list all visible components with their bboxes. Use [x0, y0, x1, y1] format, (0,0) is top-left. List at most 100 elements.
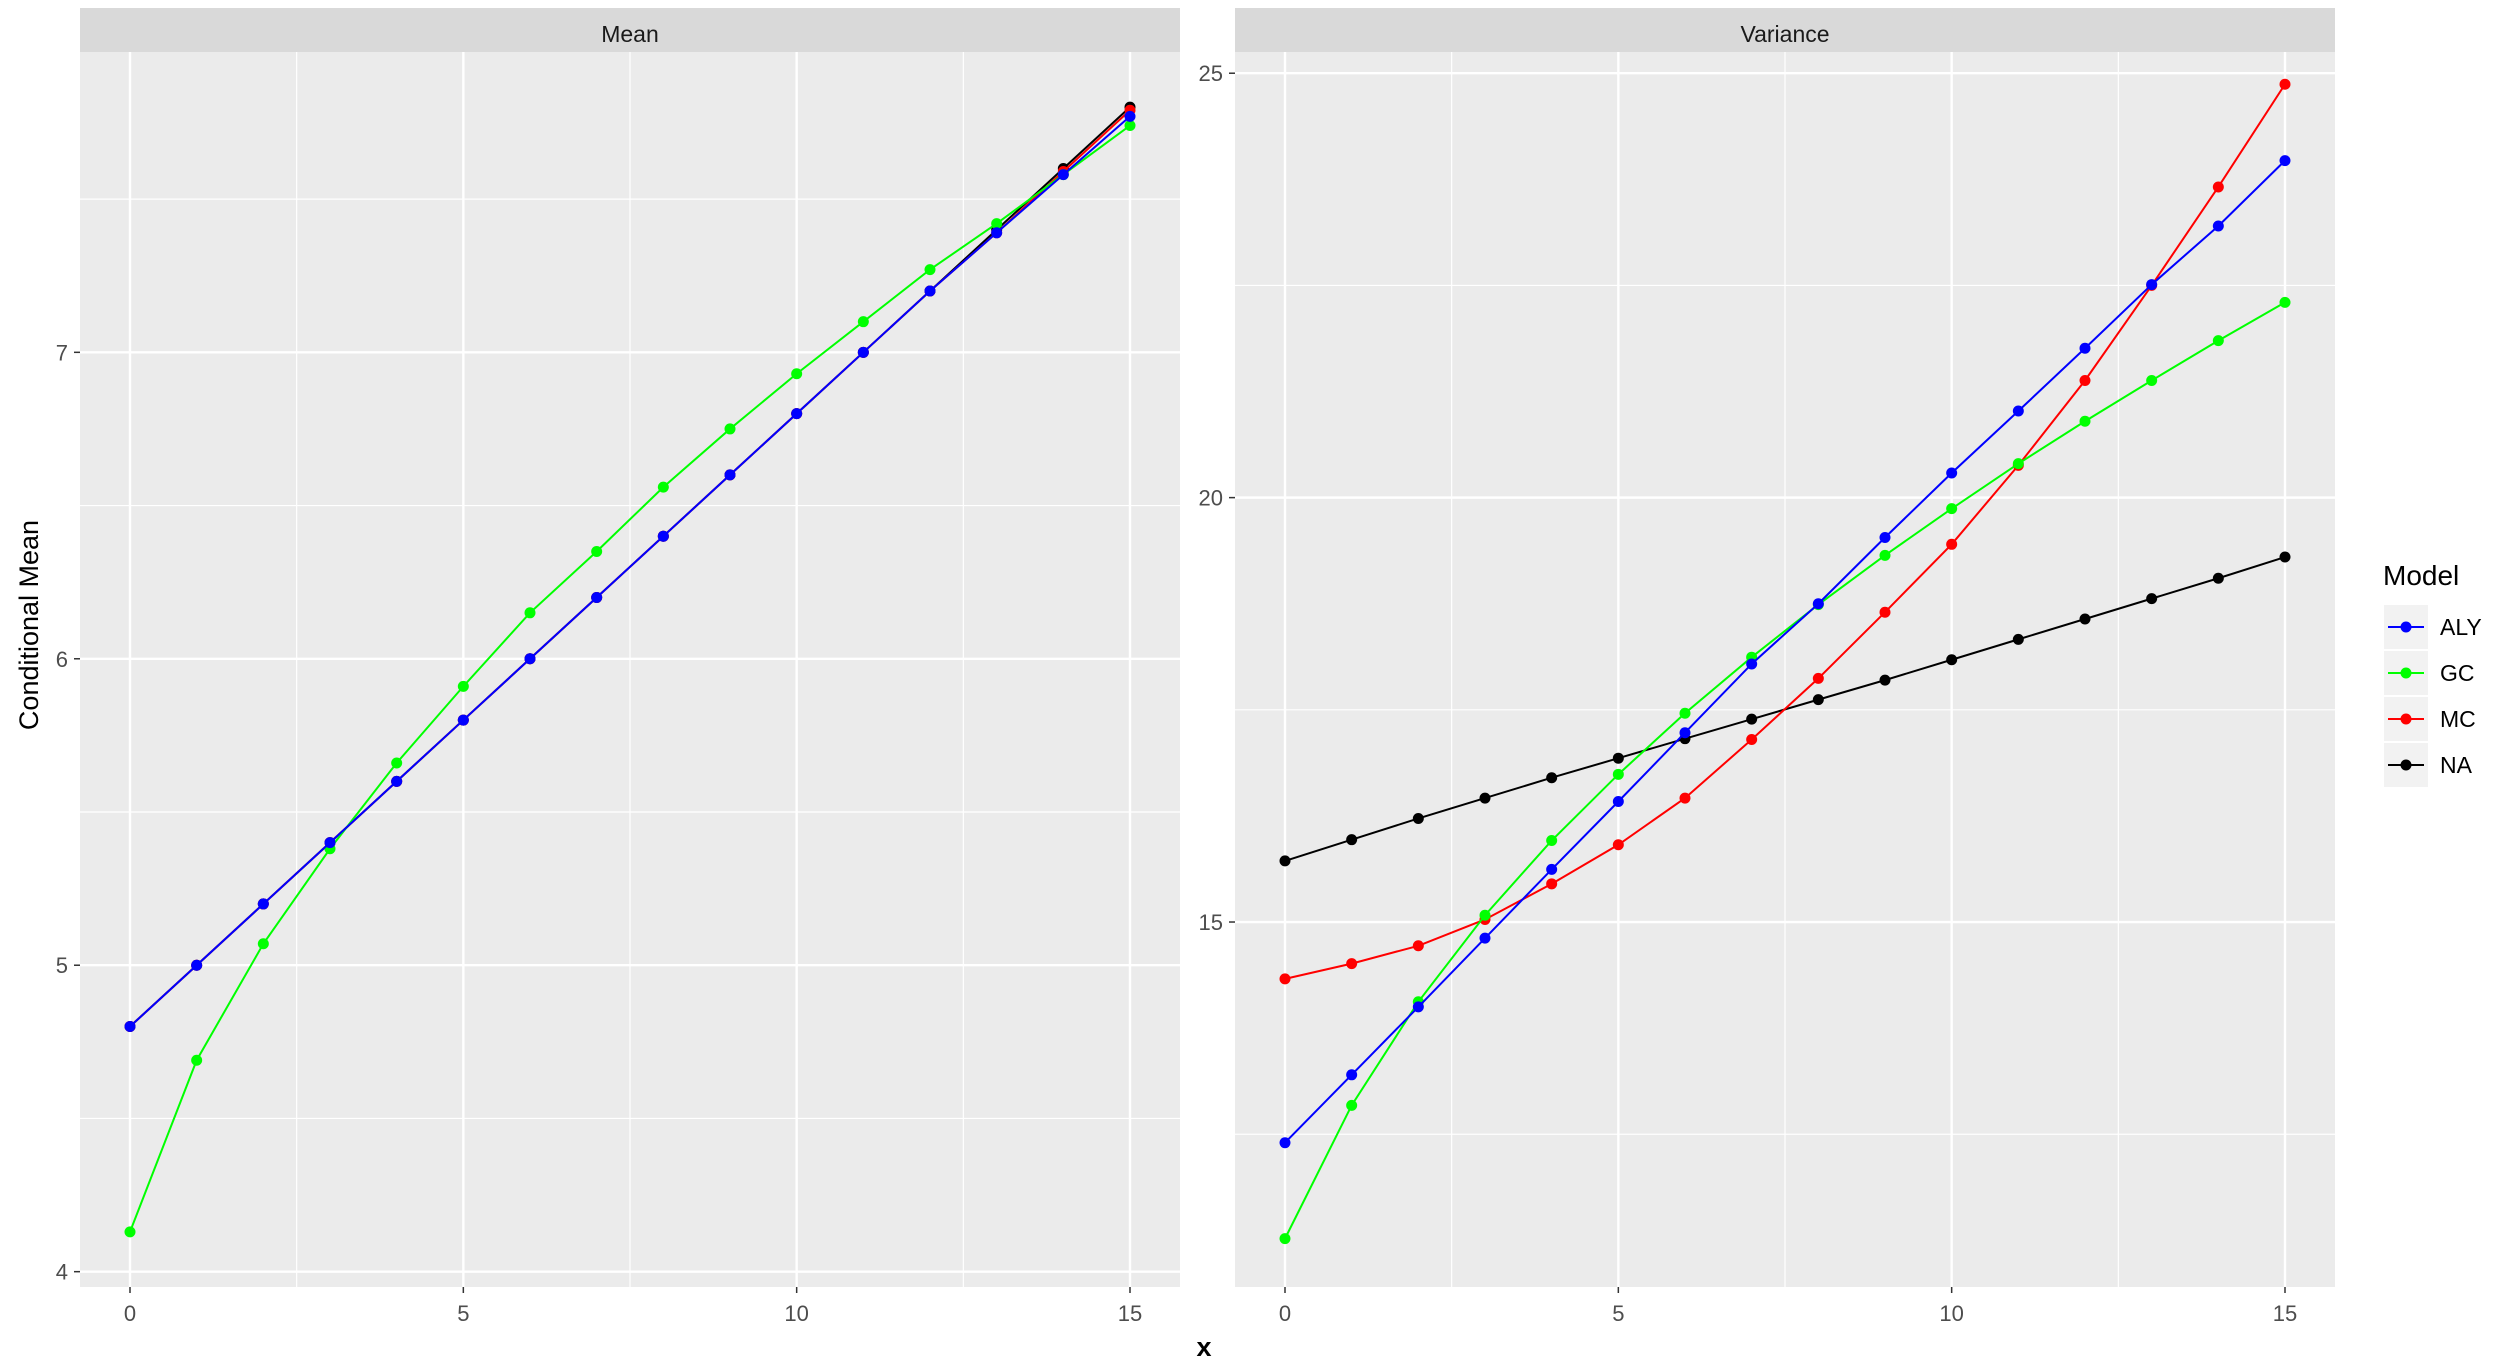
- data-point-aly: [857, 346, 869, 358]
- x-tick-label: 15: [1118, 1301, 1142, 1326]
- data-point-aly: [1946, 467, 1958, 479]
- series-line-gc: [129, 124, 1131, 1233]
- data-point-gc: [457, 680, 469, 692]
- data-point-mc: [2079, 374, 2091, 386]
- data-point-na: [1946, 654, 1958, 666]
- data-point-aly: [1812, 598, 1824, 610]
- legend-key-point: [2400, 667, 2412, 679]
- y-tick-label: 7: [56, 340, 68, 365]
- data-point-na: [1546, 772, 1558, 784]
- y-tick-label: 5: [56, 953, 68, 978]
- data-point-gc: [1479, 909, 1491, 921]
- x-tick-label: 5: [457, 1301, 469, 1326]
- data-point-gc: [2012, 458, 2024, 470]
- data-point-aly: [524, 653, 536, 665]
- data-point-aly: [1879, 532, 1891, 544]
- y-tick-label: 20: [1199, 486, 1223, 511]
- data-point-gc: [724, 423, 736, 435]
- data-point-na: [2279, 551, 2291, 563]
- data-point-aly: [457, 714, 469, 726]
- data-point-aly: [1057, 169, 1069, 181]
- data-point-mc: [1679, 792, 1691, 804]
- x-axis-title: x: [1196, 1332, 1211, 1362]
- legend: Model ALY GC MC NA: [2383, 560, 2482, 787]
- data-point-gc: [991, 218, 1003, 230]
- data-point-aly: [191, 959, 203, 971]
- data-point-gc: [1279, 1233, 1291, 1245]
- series-line-aly: [1284, 159, 2286, 1144]
- x-tick-label: 0: [1279, 1301, 1291, 1326]
- data-point-aly: [1412, 1001, 1424, 1013]
- data-point-aly: [1346, 1069, 1358, 1081]
- data-point-gc: [391, 757, 403, 769]
- series-aly: [1279, 155, 2291, 1149]
- data-point-aly: [391, 775, 403, 787]
- data-point-gc: [591, 546, 603, 558]
- data-point-gc: [1612, 768, 1624, 780]
- legend-item-gc: GC: [2384, 651, 2475, 695]
- data-point-aly: [791, 408, 803, 420]
- panel-0: Mean 0 5 10 15 4 5 6 7: [56, 8, 1180, 1326]
- data-point-mc: [1812, 672, 1824, 684]
- facet-title: Variance: [1740, 21, 1829, 47]
- data-point-aly: [324, 837, 336, 849]
- series-line-mc: [1284, 83, 2286, 980]
- data-point-aly: [1679, 727, 1691, 739]
- legend-label: NA: [2440, 752, 2473, 778]
- legend-label: GC: [2440, 660, 2475, 686]
- data-point-aly: [924, 285, 936, 297]
- data-point-aly: [2279, 155, 2291, 167]
- data-point-aly: [1612, 795, 1624, 807]
- data-point-aly: [1279, 1137, 1291, 1149]
- data-point-aly: [1479, 932, 1491, 944]
- data-point-na: [1412, 812, 1424, 824]
- data-point-mc: [1946, 538, 1958, 550]
- facet-title: Mean: [601, 21, 659, 47]
- x-tick-label: 5: [1612, 1301, 1624, 1326]
- x-tick-label: 10: [1939, 1301, 1963, 1326]
- data-point-na: [1746, 713, 1758, 725]
- legend-item-na: NA: [2384, 743, 2473, 787]
- legend-key-point: [2400, 713, 2412, 725]
- y-axis-title: Conditional Mean: [14, 520, 44, 730]
- legend-label: MC: [2440, 706, 2476, 732]
- x-tick-label: 10: [784, 1301, 808, 1326]
- data-point-gc: [124, 1226, 136, 1238]
- data-point-gc: [1346, 1099, 1358, 1111]
- data-point-aly: [257, 898, 269, 910]
- data-point-gc: [257, 938, 269, 950]
- data-point-gc: [1679, 707, 1691, 719]
- legend-item-mc: MC: [2384, 697, 2476, 741]
- data-point-aly: [2079, 342, 2091, 354]
- data-point-gc: [2279, 296, 2291, 308]
- data-point-mc: [1879, 606, 1891, 618]
- data-point-aly: [2146, 279, 2158, 291]
- data-point-na: [2079, 613, 2091, 625]
- data-point-gc: [2212, 335, 2224, 347]
- data-point-gc: [191, 1054, 203, 1066]
- x-tick-label: 15: [2273, 1301, 2297, 1326]
- data-point-na: [1612, 752, 1624, 764]
- data-point-aly: [724, 469, 736, 481]
- series-line-aly: [129, 115, 1131, 1028]
- data-point-aly: [991, 227, 1003, 239]
- data-point-na: [2146, 593, 2158, 605]
- legend-title: Model: [2383, 560, 2459, 591]
- y-tick-label: 15: [1199, 910, 1223, 935]
- legend-label: ALY: [2440, 614, 2482, 640]
- data-point-mc: [1746, 734, 1758, 746]
- facet-strip: [80, 8, 1180, 52]
- data-point-aly: [124, 1021, 136, 1033]
- data-point-gc: [2079, 415, 2091, 427]
- data-point-na: [1479, 792, 1491, 804]
- data-point-mc: [2279, 78, 2291, 90]
- data-point-na: [2012, 633, 2024, 645]
- y-tick-label: 4: [56, 1260, 68, 1285]
- y-tick-label: 6: [56, 647, 68, 672]
- facet-strip: [1235, 8, 2335, 52]
- legend-key-point: [2400, 621, 2412, 633]
- x-tick-label: 0: [124, 1301, 136, 1326]
- data-point-mc: [1412, 940, 1424, 952]
- panel-1: Variance 0 5 10 15 15 20 25: [1199, 8, 2335, 1326]
- data-point-aly: [657, 530, 669, 542]
